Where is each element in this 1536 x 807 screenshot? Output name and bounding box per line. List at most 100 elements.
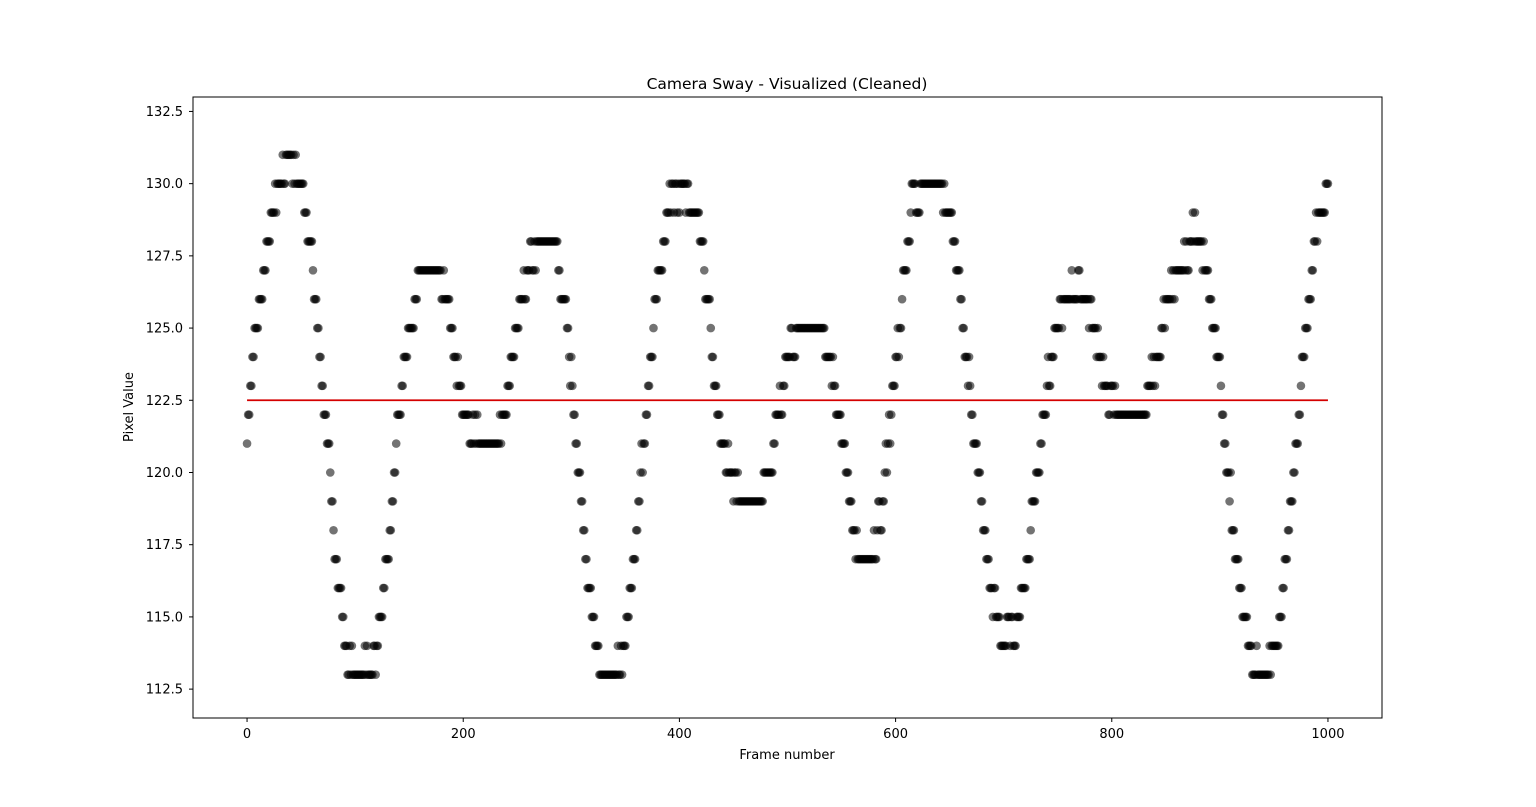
- scatter-point: [336, 583, 346, 593]
- y-tick-label: 112.5: [146, 683, 183, 698]
- scatter-point: [1279, 583, 1288, 593]
- chart-title: Camera Sway - Visualized (Cleaned): [647, 75, 928, 93]
- scatter-point: [947, 208, 957, 217]
- scatter-point: [321, 410, 331, 420]
- x-tick-label: 1000: [1311, 727, 1344, 742]
- scatter-point: [683, 179, 693, 188]
- scatter-point: [444, 294, 454, 304]
- scatter-point: [1142, 410, 1151, 420]
- scatter-point: [968, 410, 977, 420]
- scatter-point: [1293, 439, 1302, 448]
- scatter-point: [502, 410, 511, 420]
- scatter-point: [505, 381, 515, 391]
- scatter-point: [1306, 294, 1315, 304]
- scatter-point: [972, 439, 981, 448]
- x-axis-label: Frame number: [739, 748, 835, 763]
- scatter-point: [586, 583, 596, 593]
- scatter-point: [830, 381, 840, 391]
- scatter-point: [1203, 266, 1213, 275]
- scatter-point: [877, 525, 886, 535]
- scatter-point: [694, 208, 704, 217]
- scatter-point: [568, 381, 577, 391]
- scatter-point: [886, 410, 896, 420]
- scatter-point: [1273, 641, 1283, 651]
- y-tick-label: 125.0: [146, 322, 183, 337]
- scatter-point: [1215, 352, 1225, 362]
- x-tick-label: 0: [243, 727, 251, 742]
- x-tick-label: 800: [1099, 727, 1124, 742]
- scatter-point: [1242, 612, 1252, 622]
- scatter-point: [965, 381, 975, 391]
- scatter-point: [1011, 641, 1020, 651]
- scatter-point: [298, 179, 308, 188]
- scatter-point: [280, 179, 290, 188]
- scatter-point: [271, 208, 281, 217]
- scatter-point: [770, 439, 779, 448]
- scatter-point: [311, 294, 321, 304]
- scatter-point: [1025, 554, 1034, 564]
- scatter-point: [371, 670, 380, 679]
- scatter-point: [377, 612, 387, 622]
- scatter-point: [617, 670, 627, 679]
- scatter-point: [388, 497, 398, 506]
- scatter-point: [790, 352, 800, 362]
- scatter-points: [242, 150, 1333, 679]
- y-tick-label: 120.0: [146, 466, 183, 481]
- y-axis-label: Pixel Value: [122, 372, 137, 442]
- scatter-point: [706, 323, 716, 333]
- scatter-point: [977, 497, 987, 506]
- scatter-point: [439, 266, 449, 275]
- scatter-point: [1026, 525, 1035, 535]
- scatter-point: [624, 612, 633, 622]
- scatter-point: [362, 641, 372, 651]
- scatter-point: [902, 266, 911, 275]
- scatter-point: [589, 612, 599, 622]
- scatter-point: [1093, 323, 1103, 333]
- scatter-point: [575, 468, 585, 477]
- scatter-point: [579, 525, 589, 535]
- scatter-point: [328, 497, 337, 506]
- scatter-point: [649, 323, 658, 333]
- scatter-point: [632, 525, 642, 535]
- scatter-point: [552, 237, 562, 246]
- scatter-point: [642, 410, 652, 420]
- scatter-point: [247, 381, 256, 391]
- scatter-point: [1220, 439, 1230, 448]
- scatter-point: [1170, 294, 1179, 304]
- scatter-point: [652, 294, 662, 304]
- scatter-point: [964, 352, 974, 362]
- scatter-point: [852, 525, 861, 535]
- scatter-point: [644, 381, 654, 391]
- scatter-point: [1030, 497, 1040, 506]
- scatter-point: [1284, 525, 1294, 535]
- x-tick-label: 400: [667, 727, 692, 742]
- scatter-point: [1199, 237, 1208, 246]
- scatter-point: [373, 641, 383, 651]
- x-tick-label: 600: [883, 727, 908, 742]
- scatter-point: [733, 468, 743, 477]
- scatter-point: [402, 352, 412, 362]
- scatter-point: [779, 381, 789, 391]
- scatter-point: [249, 352, 258, 362]
- scatter-point: [955, 266, 964, 275]
- scatter-point: [879, 497, 888, 506]
- scatter-point: [905, 237, 914, 246]
- y-tick-label: 122.5: [146, 394, 183, 409]
- scatter-point: [1206, 294, 1216, 304]
- scatter-point: [1098, 352, 1108, 362]
- scatter-point: [661, 237, 670, 246]
- scatter-point: [1287, 497, 1297, 506]
- scatter-point: [1037, 439, 1046, 448]
- scatter-point: [1156, 352, 1165, 362]
- y-tick-label: 115.0: [146, 610, 183, 625]
- scatter-point: [1252, 641, 1261, 651]
- scatter-point: [386, 525, 396, 535]
- scatter-point: [567, 352, 576, 362]
- scatter-point: [698, 237, 708, 246]
- scatter-point: [828, 352, 838, 362]
- scatter-point: [1110, 381, 1120, 391]
- scatter-point: [1041, 410, 1051, 420]
- scatter-point: [1184, 266, 1193, 275]
- scatter-point: [840, 439, 850, 448]
- scatter-point: [995, 612, 1004, 622]
